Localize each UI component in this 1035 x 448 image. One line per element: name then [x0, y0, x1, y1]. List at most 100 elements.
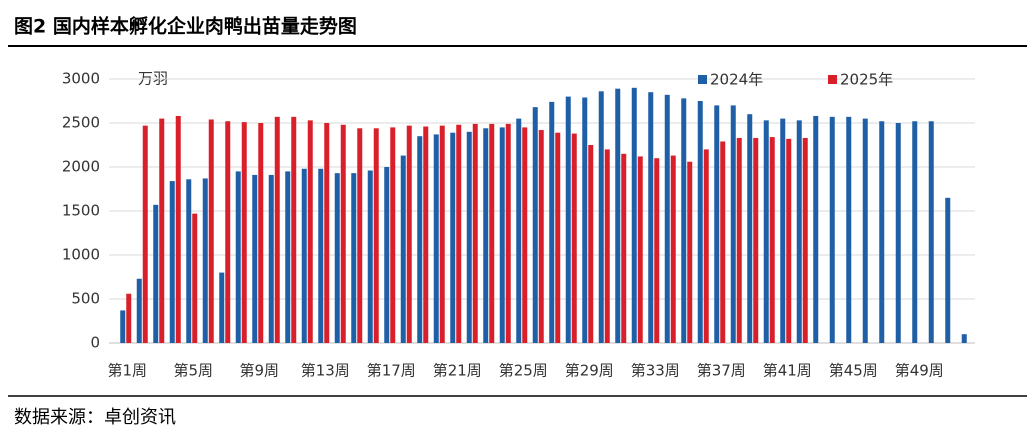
bar	[703, 149, 709, 343]
bar	[159, 118, 165, 343]
bar	[373, 128, 379, 343]
chart-title: 图2 国内样本孵化企业肉鸭出苗量走势图	[14, 15, 357, 38]
bar	[681, 98, 687, 343]
legend-label: 2025年	[840, 71, 893, 89]
bar	[730, 105, 736, 344]
bar	[928, 121, 934, 344]
bar	[318, 168, 324, 343]
y-tick-label: 2500	[62, 114, 100, 132]
bar	[142, 125, 148, 343]
bar	[829, 116, 835, 343]
x-tick-label: 第9周	[239, 362, 279, 380]
bar	[588, 145, 594, 343]
bar	[235, 171, 241, 343]
bar	[879, 121, 885, 344]
bar	[538, 130, 544, 343]
y-tick-label: 1000	[62, 246, 100, 264]
bar	[769, 137, 775, 343]
bar	[846, 116, 852, 343]
x-tick-label: 第49周	[895, 362, 944, 380]
bar	[417, 136, 423, 343]
bar	[555, 132, 561, 343]
x-tick-label: 第29周	[565, 362, 614, 380]
bar	[466, 131, 472, 343]
bar	[796, 120, 802, 343]
bar	[499, 127, 505, 344]
bar	[423, 126, 429, 344]
bar	[258, 123, 264, 343]
bar	[621, 153, 627, 343]
bar	[697, 101, 703, 343]
bar	[571, 133, 577, 343]
y-tick-label: 500	[71, 290, 100, 308]
bar	[307, 120, 313, 343]
bar	[912, 121, 918, 344]
bar	[895, 123, 901, 343]
bar	[367, 170, 373, 343]
bar	[351, 173, 357, 343]
bar	[186, 179, 192, 343]
bar	[340, 124, 346, 343]
bar	[654, 158, 660, 343]
bar	[357, 128, 363, 343]
bar	[153, 204, 159, 343]
bar	[802, 137, 808, 343]
bar	[202, 178, 208, 343]
bar	[285, 171, 291, 343]
bar	[813, 115, 819, 344]
bar	[450, 132, 456, 343]
bar	[483, 128, 489, 343]
bar	[714, 105, 720, 344]
bar	[301, 168, 307, 343]
bar	[565, 96, 571, 343]
bar	[175, 115, 181, 344]
bar	[433, 134, 439, 343]
bar	[582, 97, 588, 343]
bar	[720, 141, 726, 343]
bar	[604, 149, 610, 343]
x-tick-label: 第1周	[107, 362, 147, 380]
x-tick-label: 第33周	[631, 362, 680, 380]
bar	[753, 137, 759, 343]
bar	[400, 155, 406, 343]
bar	[384, 167, 390, 343]
bar	[862, 118, 868, 343]
bar	[786, 138, 792, 343]
bar	[598, 91, 604, 343]
bar	[615, 88, 621, 344]
source: 数据来源：卓创资讯	[14, 407, 176, 428]
x-tick-label: 第41周	[763, 362, 812, 380]
bar	[219, 272, 225, 343]
bar	[489, 123, 495, 343]
legend-swatch	[698, 75, 707, 84]
bar	[252, 174, 258, 343]
y-tick-label: 3000	[62, 70, 100, 88]
bar	[472, 123, 478, 343]
bar	[687, 161, 693, 343]
bar	[945, 197, 951, 343]
bar	[126, 293, 132, 343]
bar	[637, 156, 643, 343]
bar	[747, 114, 753, 343]
bar	[664, 94, 670, 343]
x-tick-label: 第45周	[829, 362, 878, 380]
bar	[736, 137, 742, 343]
bar	[324, 123, 330, 343]
bar	[648, 92, 654, 343]
bar	[516, 118, 522, 343]
x-tick-label: 第25周	[499, 362, 548, 380]
x-tick-label: 第13周	[301, 362, 350, 380]
bar	[334, 173, 340, 343]
bar	[208, 119, 214, 343]
bar	[120, 310, 126, 343]
bar	[268, 174, 274, 343]
y-tick-label: 2000	[62, 158, 100, 176]
y-tick-label: 1500	[62, 202, 100, 220]
bar	[274, 116, 280, 343]
bar	[631, 87, 637, 343]
x-tick-label: 第21周	[433, 362, 482, 380]
legend-swatch	[828, 75, 837, 84]
bar	[439, 125, 445, 343]
bar	[406, 125, 412, 343]
